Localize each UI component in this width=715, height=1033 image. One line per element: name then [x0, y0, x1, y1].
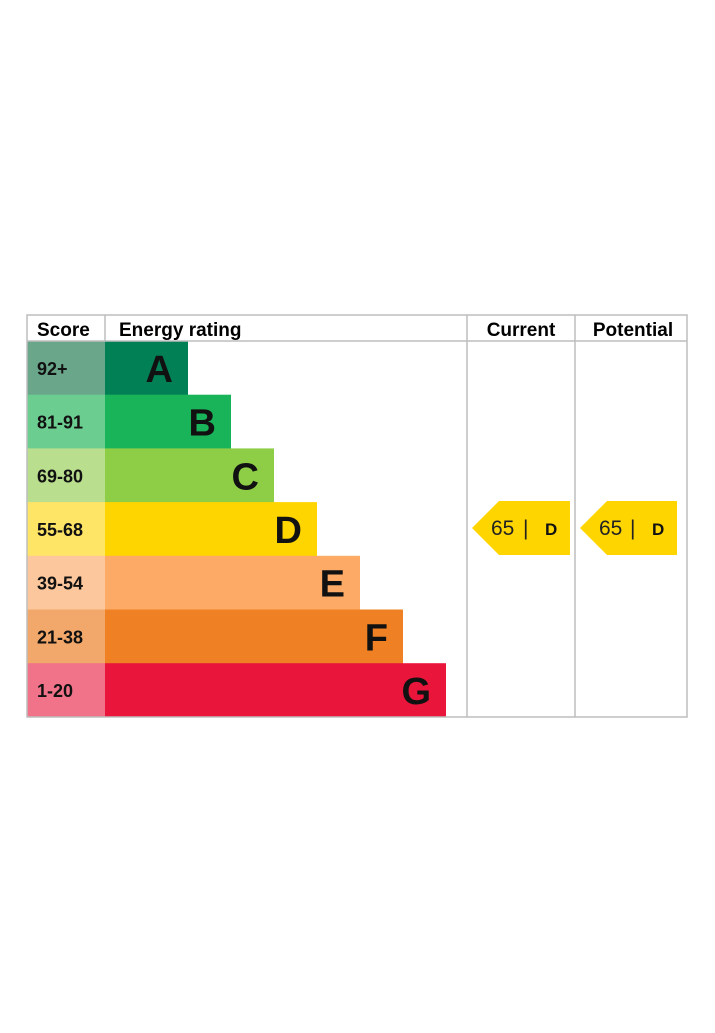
score-range-g: 1-20 [37, 681, 73, 701]
band-bar-c [105, 448, 274, 503]
current-score: 65 [491, 517, 514, 540]
band-letter-a: A [146, 349, 173, 391]
band-bar-f [105, 609, 403, 664]
band-letter-g: G [401, 671, 431, 713]
score-cell-f [27, 609, 105, 664]
band-letter-d: D [275, 510, 302, 552]
score-range-d: 55-68 [37, 520, 83, 540]
header-current: Current [487, 320, 556, 341]
band-letter-c: C [232, 456, 259, 498]
table-frame [26, 314, 688, 718]
current-indicator: 65 | D [472, 501, 570, 555]
potential-arrow [580, 501, 677, 555]
score-cell-e [27, 555, 105, 610]
score-range-f: 21-38 [37, 627, 83, 647]
score-cell-c [27, 448, 105, 503]
band-bar-b [105, 394, 231, 449]
score-cell-a [27, 341, 105, 396]
header-potential: Potential [593, 320, 673, 341]
score-range-c: 69-80 [37, 466, 83, 486]
score-range-b: 81-91 [37, 413, 83, 433]
current-separator: | [523, 517, 528, 540]
score-range-a: 92+ [37, 359, 68, 379]
band-bar-e [105, 555, 360, 610]
band-bar-g [105, 663, 446, 718]
score-cell-b [27, 394, 105, 449]
band-letter-b: B [189, 403, 216, 445]
band-letter-e: E [320, 564, 345, 606]
header-energy-rating: Energy rating [119, 320, 241, 341]
potential-score: 65 [599, 517, 622, 540]
band-bar-d [105, 502, 317, 557]
potential-band: D [652, 520, 664, 539]
score-cell-d [27, 502, 105, 557]
header-score: Score [37, 320, 90, 341]
current-band: D [545, 520, 557, 539]
band-rows: 92+ A 81-91 B 69-80 C 55-68 D 39-54 E 21-38 F 1-20 G [27, 341, 446, 718]
score-range-e: 39-54 [37, 574, 83, 594]
band-letter-f: F [365, 617, 388, 659]
band-bar-a [105, 341, 188, 396]
potential-indicator: 65 | D [580, 501, 677, 555]
current-arrow [472, 501, 570, 555]
potential-separator: | [630, 517, 635, 540]
score-cell-g [27, 663, 105, 718]
